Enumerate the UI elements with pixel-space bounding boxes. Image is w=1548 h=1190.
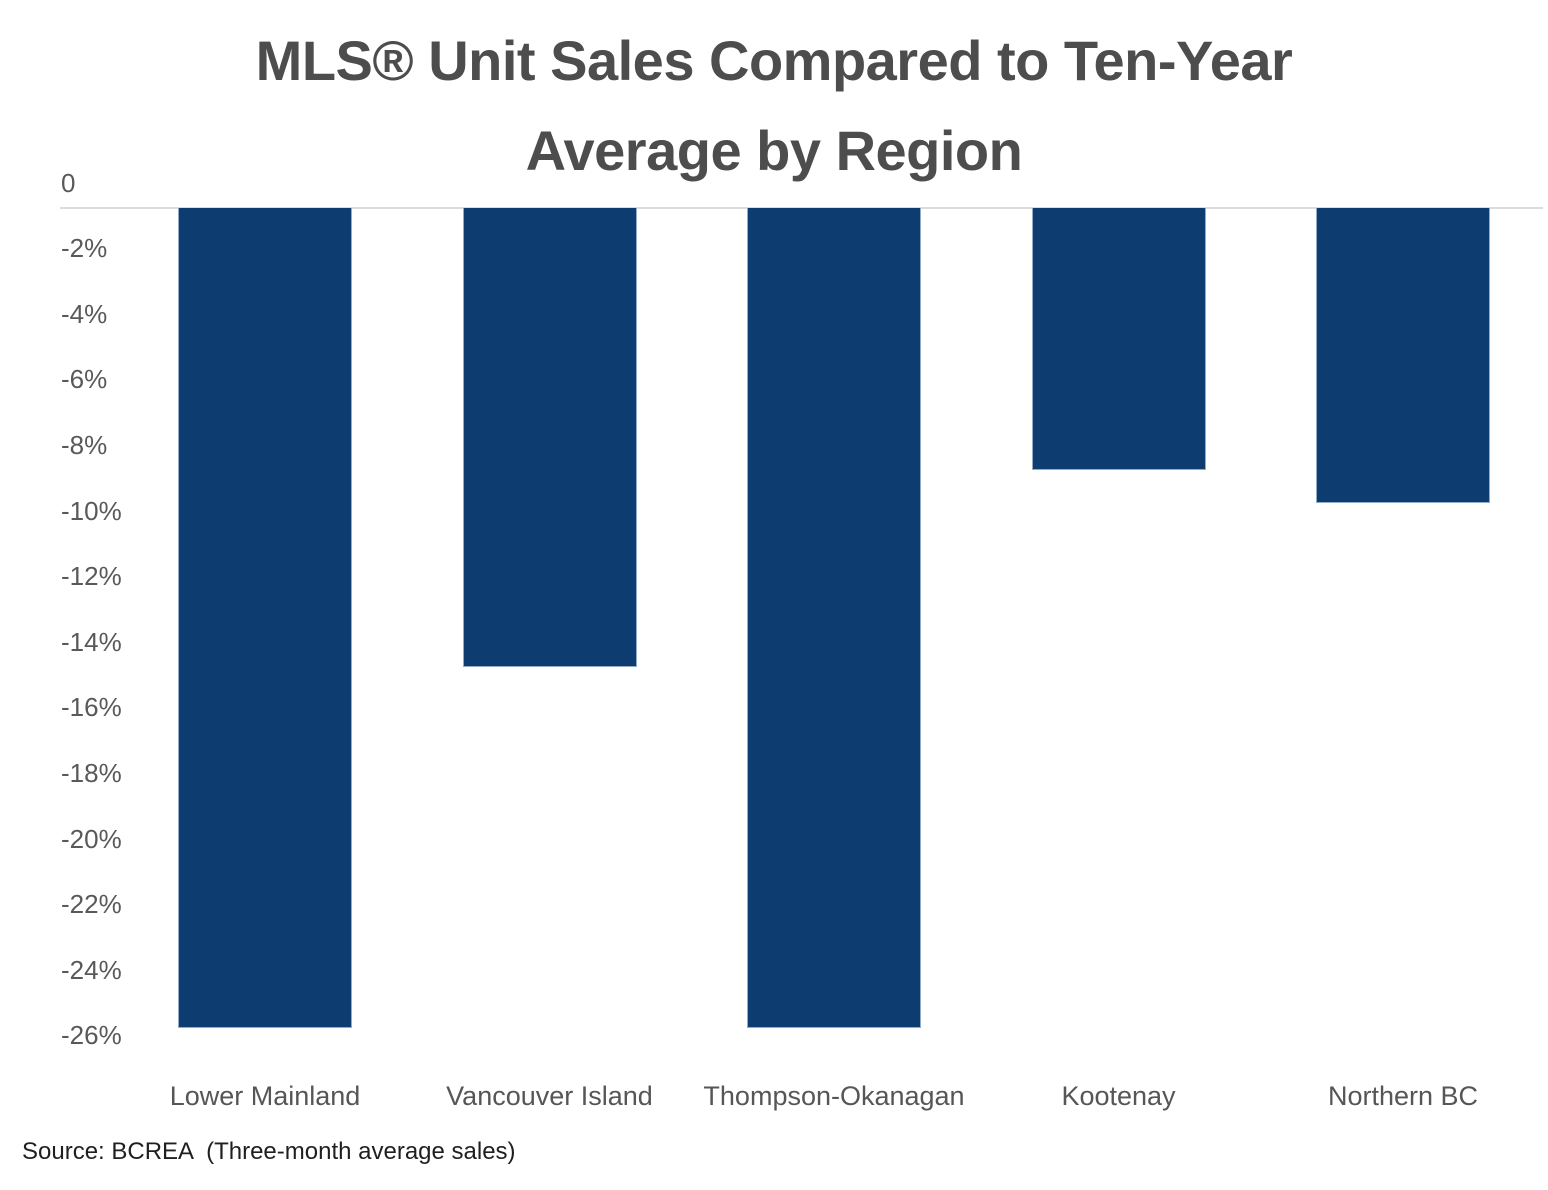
x-axis-label-northern-bc: Northern BC xyxy=(1327,1081,1479,1111)
y-axis-tick-label-24: -24% xyxy=(61,954,122,985)
y-axis-tick-label-2: -2% xyxy=(61,233,108,264)
y-axis-tick-label-20: -20% xyxy=(61,823,122,854)
chart-title: MLS® Unit Sales Compared to Ten-Year Ave… xyxy=(0,16,1548,196)
y-axis-tick-label-26: -26% xyxy=(61,1020,122,1051)
chart-title-line-2: Average by Region xyxy=(525,119,1023,182)
bar-lower-mainland xyxy=(178,208,352,1028)
y-axis-tick-label-14: -14% xyxy=(61,626,122,657)
x-axis-label-kootenay: Kootenay xyxy=(1061,1081,1176,1111)
bar-kootenay xyxy=(1031,208,1206,471)
y-axis-tick-label-12: -12% xyxy=(61,561,122,592)
y-axis-tick-label-16: -16% xyxy=(61,692,122,723)
bar-northern-bc xyxy=(1316,208,1490,504)
source-note: Source: BCREA (Three-month average sales… xyxy=(22,1138,516,1165)
x-axis-label-lower-mainland: Lower Mainland xyxy=(169,1081,361,1111)
chart-title-line-1: MLS® Unit Sales Compared to Ten-Year xyxy=(255,29,1293,92)
x-axis-label-thompson-okanagan: Thompson-Okanagan xyxy=(703,1081,965,1111)
x-axis-label-vancouver-island: Vancouver Island xyxy=(446,1081,653,1111)
y-axis-tick-label-0: 0 xyxy=(61,167,76,198)
y-axis-tick-label-8: -8% xyxy=(61,429,108,460)
y-axis-tick-label-6: -6% xyxy=(61,364,108,395)
y-axis-tick-label-10: -10% xyxy=(61,495,122,526)
zero-gridline xyxy=(60,206,1543,209)
y-axis-tick-label-18: -18% xyxy=(61,757,122,788)
y-axis-tick-label-22: -22% xyxy=(61,889,122,920)
bar-thompson-okanagan xyxy=(747,208,921,1028)
bar-vancouver-island xyxy=(462,208,637,668)
y-axis-tick-label-4: -4% xyxy=(61,298,108,329)
